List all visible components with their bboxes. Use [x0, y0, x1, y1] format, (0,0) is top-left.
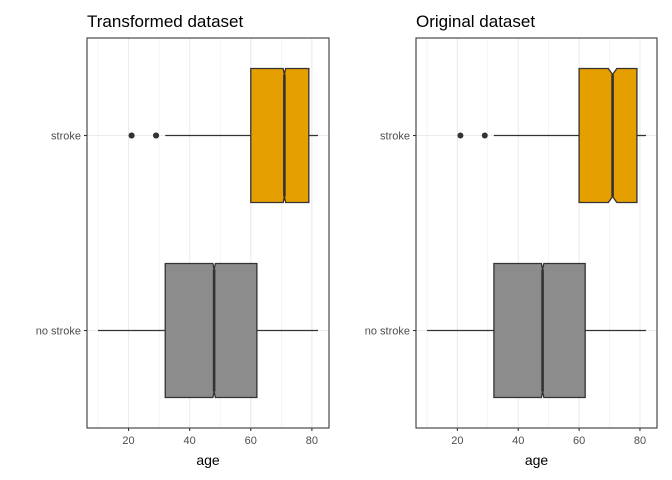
outlier-point [153, 132, 160, 139]
x-tick-label: 60 [573, 435, 585, 447]
box-stroke [457, 67, 647, 204]
y-tick-label: no stroke [36, 326, 81, 338]
x-axis-title: age [196, 452, 220, 468]
box-stroke [128, 67, 318, 204]
outlier-point [457, 132, 464, 139]
x-tick-label: 80 [306, 435, 318, 447]
panel-2: Original dataset stroke no stroke 20 40 60 80 a… [365, 12, 658, 468]
panel-1: Transformed dataset stroke no stroke 20 40 60… [36, 12, 330, 468]
box-body [164, 262, 258, 399]
x-tick-label: 40 [512, 435, 524, 447]
box-body [578, 67, 638, 204]
box-body [250, 67, 310, 204]
y-tick-label: stroke [51, 131, 81, 143]
box-body [493, 262, 586, 399]
panel-border [86, 37, 330, 429]
x-tick-label: 60 [245, 435, 257, 447]
x-axis-title: age [525, 452, 549, 468]
box-no-stroke [98, 262, 318, 399]
outlier-point [481, 132, 488, 139]
panel-border [415, 37, 658, 429]
panel-title: Transformed dataset [87, 12, 243, 31]
outlier-point [128, 132, 135, 139]
box-no-stroke [426, 262, 647, 399]
x-tick-label: 80 [634, 435, 646, 447]
x-tick-label: 20 [451, 435, 463, 447]
y-tick-label: stroke [380, 131, 410, 143]
x-tick-label: 20 [122, 435, 134, 447]
x-tick-label: 40 [184, 435, 196, 447]
panel-title: Original dataset [416, 12, 535, 31]
y-tick-label: no stroke [365, 326, 410, 338]
